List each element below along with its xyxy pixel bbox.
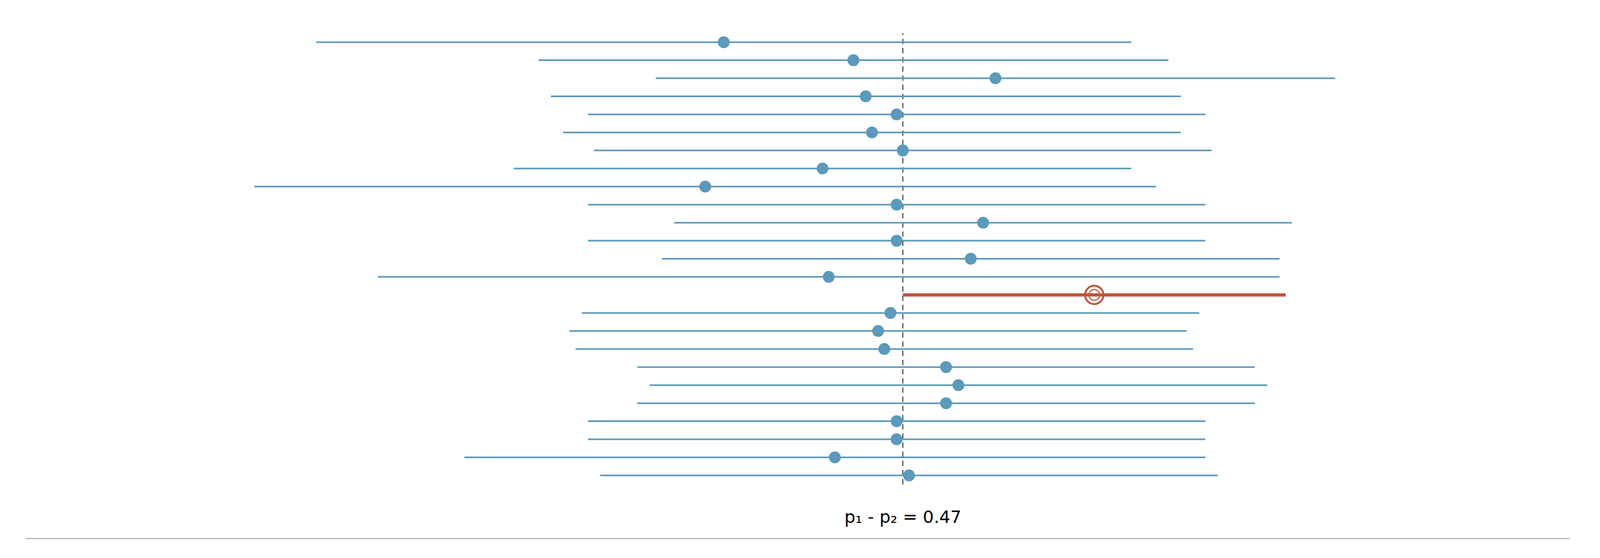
svg-text:p₁ - p₂ = 0.47: p₁ - p₂ = 0.47: [844, 506, 962, 528]
